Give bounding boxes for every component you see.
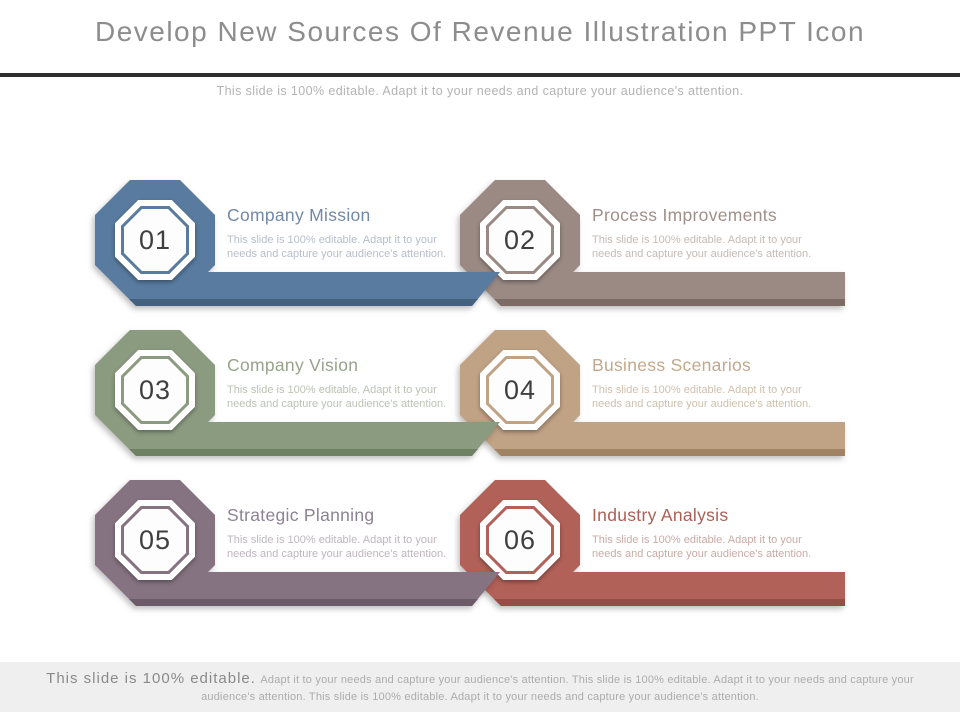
- ribbon-shape: [460, 330, 845, 456]
- item-description: This slide is 100% editable. Adapt it to…: [592, 234, 812, 260]
- list-item-05: 05 Strategic Planning This slide is 100%…: [95, 480, 507, 612]
- item-title: Process Improvements: [592, 205, 777, 225]
- ribbon-body: [95, 480, 500, 606]
- item-description: This slide is 100% editable. Adapt it to…: [592, 534, 812, 560]
- header-divider: [0, 73, 960, 77]
- number-badge: 04: [480, 350, 560, 430]
- item-number: 06: [503, 524, 537, 555]
- number-badge: 06: [480, 500, 560, 580]
- footer-lead: This slide is 100% editable.: [46, 670, 256, 687]
- ribbon-shade: [494, 449, 845, 456]
- item-title: Business Scenarios: [592, 355, 752, 375]
- number-badge: 01: [115, 200, 195, 280]
- list-item-06: 06 Industry Analysis This slide is 100% …: [460, 480, 872, 612]
- ribbon-shape: [95, 330, 500, 456]
- item-title: Strategic Planning: [227, 505, 375, 525]
- item-number: 05: [138, 524, 172, 555]
- badge-face: 03: [124, 359, 186, 421]
- ribbon-body: [95, 330, 500, 456]
- item-number: 03: [138, 374, 172, 405]
- ribbon-body: [460, 180, 845, 306]
- list-item-03: 03 Company Vision This slide is 100% edi…: [95, 330, 507, 462]
- item-description: This slide is 100% editable. Adapt it to…: [592, 384, 812, 410]
- footer-rest: Adapt it to your needs and capture your …: [201, 674, 914, 703]
- badge-face: 05: [124, 509, 186, 571]
- list-item-04: 04 Business Scenarios This slide is 100%…: [460, 330, 872, 462]
- item-number: 01: [138, 224, 172, 255]
- ribbon-shade: [494, 599, 845, 606]
- badge-face: 06: [489, 509, 551, 571]
- item-title: Industry Analysis: [592, 505, 729, 525]
- ribbon-body: [460, 330, 845, 456]
- item-description: This slide is 100% editable. Adapt it to…: [227, 234, 447, 260]
- ribbon-body: [95, 180, 500, 306]
- ribbon-body: [460, 480, 845, 606]
- number-badge: 02: [480, 200, 560, 280]
- ribbon-shade: [129, 599, 478, 606]
- item-title: Company Mission: [227, 205, 371, 225]
- page-title: Develop New Sources Of Revenue Illustrat…: [94, 16, 866, 47]
- list-item-02: 02 Process Improvements This slide is 10…: [460, 180, 872, 312]
- ribbon-shade: [494, 299, 845, 306]
- number-badge: 03: [115, 350, 195, 430]
- item-number: 02: [503, 224, 537, 255]
- list-item-01: 01 Company Mission This slide is 100% ed…: [95, 180, 507, 312]
- ribbon-shape: [95, 180, 500, 306]
- ribbon-shade: [129, 299, 478, 306]
- item-number: 04: [503, 374, 537, 405]
- footer-text: This slide is 100% editable. Adapt it to…: [28, 671, 932, 705]
- badge-face: 04: [489, 359, 551, 421]
- ribbon-shape: [95, 480, 500, 606]
- ribbon-shape: [460, 180, 845, 306]
- item-description: This slide is 100% editable. Adapt it to…: [227, 384, 447, 410]
- badge-face: 01: [124, 209, 186, 271]
- badge-face: 02: [489, 209, 551, 271]
- ribbon-shade: [129, 449, 478, 456]
- header-subtitle: This slide is 100% editable. Adapt it to…: [216, 84, 744, 98]
- number-badge: 05: [115, 500, 195, 580]
- ribbon-shape: [460, 480, 845, 606]
- footer-strip: This slide is 100% editable. Adapt it to…: [0, 662, 960, 712]
- item-description: This slide is 100% editable. Adapt it to…: [227, 534, 447, 560]
- item-title: Company Vision: [227, 355, 359, 375]
